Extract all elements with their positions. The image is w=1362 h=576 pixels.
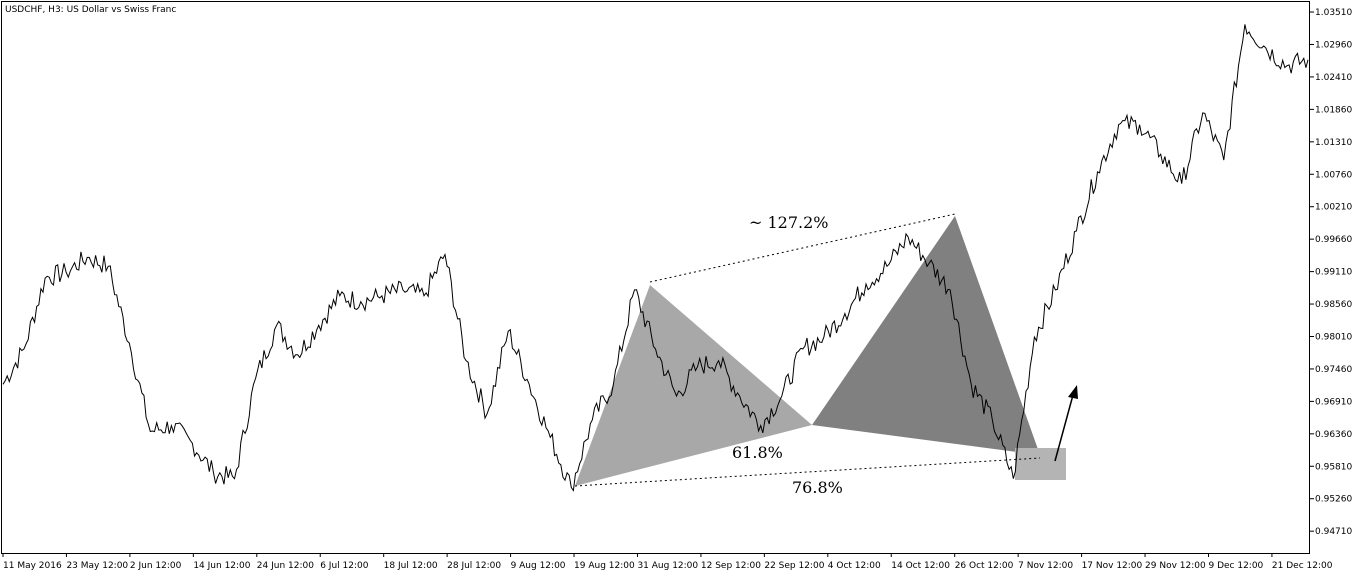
x-axis: 11 May 2016 23 May 12:00 2 Jun 12:00 14 Jun… — [2, 553, 1333, 571]
x-tick-label: 18 Jul 12:00 — [384, 561, 438, 571]
annotation-127: ~ 127.2% — [749, 213, 829, 232]
plot-frame — [1, 1, 1310, 554]
y-tick-label: 0.94710 — [1315, 527, 1352, 537]
x-tick-label: 22 Sep 12:00 — [764, 561, 824, 571]
x-tick-label: 17 Nov 12:00 — [1082, 561, 1143, 571]
y-tick-label: 1.00760 — [1315, 170, 1352, 180]
y-axis: 1.03510 1.02960 1.02410 1.01860 1.01310 1.007… — [1310, 8, 1352, 537]
reversal-zone — [1015, 448, 1066, 480]
x-tick-label: 11 May 2016 — [3, 561, 62, 571]
xc-dashed-line — [649, 213, 956, 283]
x-tick-label: 19 Aug 12:00 — [574, 561, 635, 571]
y-tick-label: 0.96910 — [1315, 397, 1352, 407]
bcd-triangle — [812, 216, 1040, 455]
y-tick-label: 0.98010 — [1315, 332, 1352, 342]
price-series-line — [2, 24, 1309, 492]
x-tick-label: 9 Dec 12:00 — [1208, 561, 1263, 571]
y-tick-label: 0.97460 — [1315, 365, 1352, 375]
x-tick-label: 21 Dec 12:00 — [1272, 561, 1333, 571]
y-tick-label: 1.02960 — [1315, 40, 1352, 50]
chart-title: USDCHF, H3: US Dollar vs Swiss Franc — [5, 5, 176, 15]
price-line — [2, 24, 1309, 492]
x-tick-label: 29 Nov 12:00 — [1145, 561, 1206, 571]
x-tick-label: 6 Jul 12:00 — [320, 561, 369, 571]
y-tick-label: 1.01310 — [1315, 138, 1352, 148]
x-tick-label: 28 Jul 12:00 — [447, 561, 501, 571]
x-tick-label: 12 Sep 12:00 — [701, 561, 761, 571]
x-tick-label: 14 Oct 12:00 — [891, 561, 950, 571]
x-tick-label: 9 Aug 12:00 — [511, 561, 566, 571]
x-tick-label: 2 Jun 12:00 — [130, 561, 182, 571]
x-tick-label: 31 Aug 12:00 — [637, 561, 698, 571]
bullish-arrow-shaft — [1054, 394, 1074, 462]
y-tick-label: 1.00210 — [1315, 203, 1352, 213]
xab-triangle — [575, 285, 812, 486]
x-tick-label: 24 Jun 12:00 — [257, 561, 314, 571]
x-tick-label: 23 May 12:00 — [66, 561, 128, 571]
x-tick-label: 14 Jun 12:00 — [193, 561, 250, 571]
y-tick-label: 0.95260 — [1315, 495, 1352, 505]
y-tick-label: 1.03510 — [1315, 8, 1352, 18]
annotation-768: 76.8% — [792, 478, 843, 497]
x-tick-label: 26 Oct 12:00 — [955, 561, 1014, 571]
y-tick-label: 0.99660 — [1315, 235, 1352, 245]
y-tick-label: 0.99110 — [1315, 268, 1352, 278]
annotation-618: 61.8% — [732, 443, 783, 462]
y-tick-label: 0.96360 — [1315, 430, 1352, 440]
x-tick-label: 4 Oct 12:00 — [828, 561, 881, 571]
bullish-arrow-icon — [1068, 385, 1078, 399]
y-tick-label: 1.02410 — [1315, 73, 1352, 83]
y-tick-label: 0.98560 — [1315, 300, 1352, 310]
x-tick-label: 7 Nov 12:00 — [1018, 561, 1073, 571]
y-tick-label: 1.01860 — [1315, 105, 1352, 115]
y-tick-label: 0.95810 — [1315, 462, 1352, 472]
